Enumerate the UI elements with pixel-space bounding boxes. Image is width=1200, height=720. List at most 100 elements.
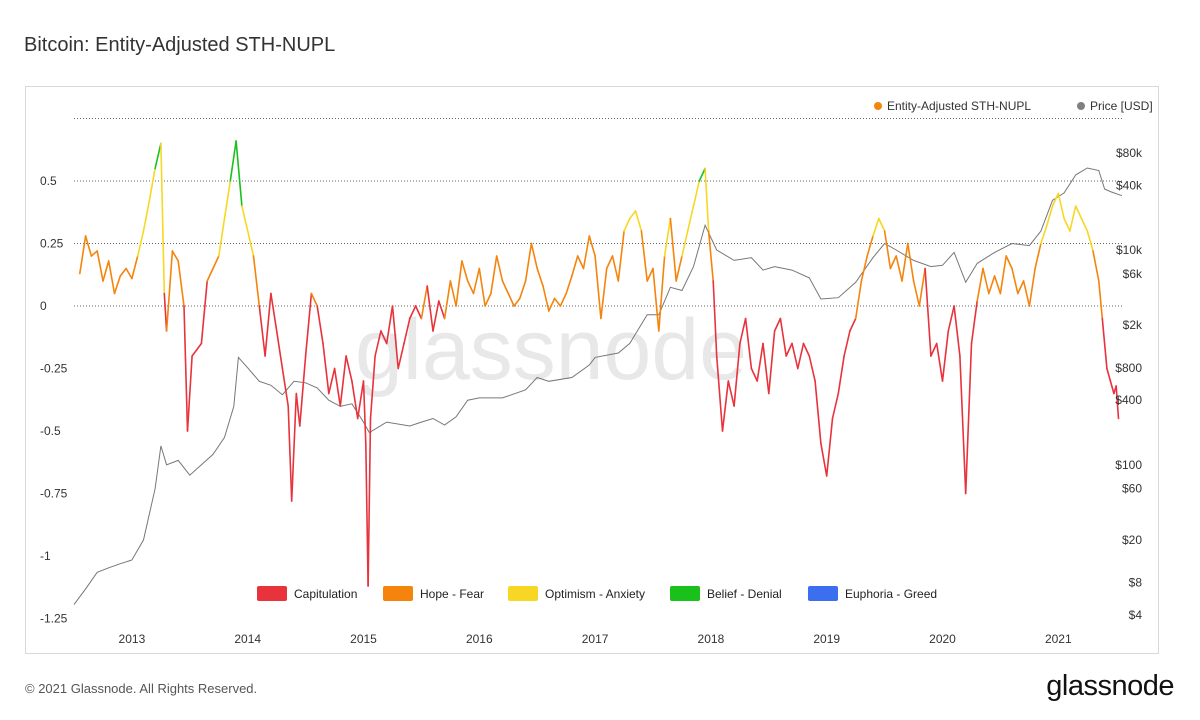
nupl-segment: [455, 260, 463, 307]
y-left-tick-label: 0: [40, 299, 47, 313]
y-right-tick-label: $40k: [1116, 178, 1143, 192]
nupl-segment: [246, 230, 255, 257]
nupl-segment: [698, 167, 706, 182]
y-left-tick-label: -1: [40, 549, 51, 563]
nupl-segment: [163, 292, 168, 332]
nupl-segment: [918, 267, 926, 307]
nupl-segment: [767, 330, 776, 395]
nupl-segment: [298, 355, 307, 427]
nupl-segment: [165, 250, 174, 332]
nupl-segment: [304, 292, 313, 357]
nupl-segment: [212, 255, 220, 270]
nupl-segment: [617, 230, 625, 282]
y-right-tick-label: $20: [1122, 533, 1142, 547]
y-right-tick-label: $6k: [1123, 267, 1143, 281]
nupl-segment: [906, 242, 915, 282]
brand-logo: glassnode: [1046, 670, 1174, 702]
watermark-text: glassnode: [355, 302, 747, 398]
nupl-segment: [351, 380, 359, 420]
nupl-segment: [1080, 217, 1089, 232]
legend-bottom-item[interactable]: Euphoria - Greed: [808, 586, 937, 601]
x-tick-label: 2017: [582, 632, 609, 646]
nupl-segment: [177, 260, 185, 307]
nupl-segment: [576, 255, 585, 270]
nupl-segment: [183, 305, 189, 432]
legend-swatch-icon: [508, 586, 538, 601]
nupl-segment: [721, 380, 730, 432]
legend-top-item[interactable]: Price [USD]: [1077, 99, 1153, 113]
nupl-segment: [96, 250, 104, 282]
nupl-segment: [640, 230, 649, 282]
nupl-segment: [466, 280, 475, 295]
nupl-segment: [333, 367, 342, 407]
nupl-segment: [663, 217, 672, 257]
x-tick-label: 2018: [698, 632, 725, 646]
nupl-segment: [281, 367, 290, 407]
nupl-segment: [403, 317, 411, 345]
legend-bottom-item[interactable]: Optimism - Anxiety: [508, 586, 645, 601]
nupl-segment: [843, 330, 851, 357]
legend-bottom-item[interactable]: Hope - Fear: [383, 586, 484, 601]
nupl-segment: [119, 267, 127, 277]
nupl-segment: [547, 297, 556, 312]
nupl-segment: [1074, 205, 1083, 220]
legend-bottom-label: Belief - Denial: [707, 587, 782, 601]
nupl-segment: [530, 242, 539, 270]
legend-bottom-label: Hope - Fear: [420, 587, 484, 601]
nupl-segment: [987, 275, 996, 295]
nupl-segment: [692, 180, 701, 207]
nupl-segment: [84, 235, 93, 257]
legend-top: Entity-Adjusted STH-NUPL Price [USD]: [874, 99, 1153, 113]
y-left-axis: 0.5 0.25 0 -0.25 -0.5 -0.75 -1 -1.25: [40, 174, 68, 626]
nupl-segment: [941, 330, 950, 382]
x-tick-label: 2013: [119, 632, 146, 646]
nupl-segment: [542, 285, 550, 312]
nupl-segment: [1051, 192, 1060, 207]
nupl-segment: [443, 280, 452, 320]
nupl-segment: [611, 255, 620, 282]
legend-top-label: Entity-Adjusted STH-NUPL: [887, 99, 1031, 113]
nupl-segment: [681, 230, 689, 257]
legend-swatch-icon: [670, 586, 700, 601]
nupl-segment: [623, 217, 631, 232]
nupl-segment: [924, 267, 932, 357]
nupl-segment: [582, 235, 591, 270]
nupl-segment: [1063, 217, 1071, 232]
nupl-segment: [750, 367, 759, 382]
legend-bottom-item[interactable]: Belief - Denial: [670, 586, 782, 601]
nupl-segment: [594, 255, 602, 320]
nupl-segment: [107, 260, 116, 295]
y-right-tick-label: $800: [1115, 361, 1142, 375]
legend-top-item[interactable]: Entity-Adjusted STH-NUPL: [874, 99, 1031, 113]
x-tick-label: 2016: [466, 632, 493, 646]
nupl-segment: [849, 317, 857, 332]
nupl-segment: [339, 355, 347, 407]
nupl-segment: [495, 255, 504, 282]
legend-bottom-label: Optimism - Anxiety: [545, 587, 645, 601]
nupl-segment: [802, 342, 811, 357]
page-title: Bitcoin: Entity-Adjusted STH-NUPL: [24, 34, 336, 56]
nupl-segment: [964, 342, 973, 495]
nupl-segment: [744, 317, 753, 370]
grid-lines: [74, 118, 1122, 307]
legend-bottom-item[interactable]: Capitulation: [257, 586, 357, 601]
nupl-segment: [652, 267, 660, 332]
nupl-segment: [860, 255, 869, 282]
legend-bottom-label: Capitulation: [294, 587, 357, 601]
nupl-segment: [270, 292, 278, 332]
nupl-segment: [1109, 380, 1115, 395]
nupl-segment: [490, 255, 498, 295]
nupl-segment: [791, 342, 799, 370]
nupl-segment: [1034, 242, 1042, 270]
nupl-segment: [154, 142, 162, 170]
nupl-segment: [976, 267, 984, 302]
nupl-segment: [785, 342, 793, 357]
nupl-segment: [1106, 367, 1112, 382]
nupl-segment: [895, 255, 903, 282]
nupl-segment: [241, 205, 249, 232]
nupl-segment: [571, 255, 579, 277]
nupl-segment: [200, 280, 208, 345]
x-axis: 2013 2014 2015 2016 2017 2018 2019 2020 2021: [119, 632, 1072, 646]
x-tick-label: 2019: [813, 632, 840, 646]
nupl-segment: [1011, 267, 1019, 295]
